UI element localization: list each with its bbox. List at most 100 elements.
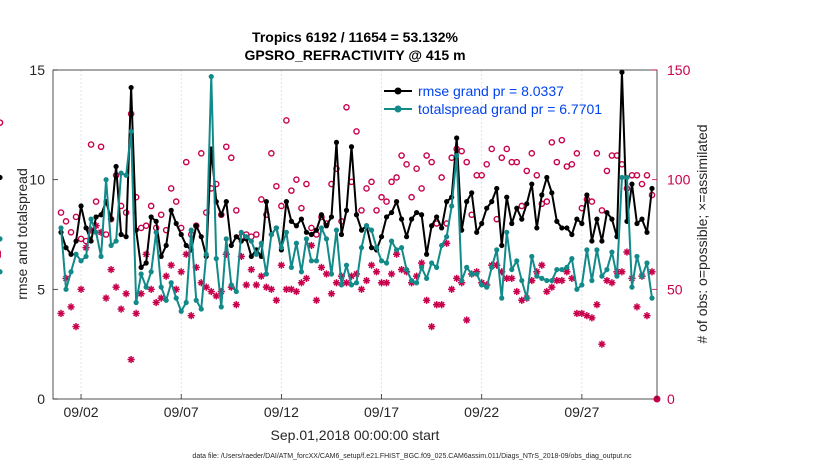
obs-possible-point <box>147 202 155 210</box>
spread-point <box>554 266 560 273</box>
asterisk-stroke <box>588 314 595 321</box>
spread-point <box>358 245 365 251</box>
rmse-point <box>308 231 315 238</box>
obs-possible-point <box>0 119 4 126</box>
rmse-point <box>138 264 144 270</box>
obs-possible-point <box>413 165 420 172</box>
rmse-point <box>83 225 89 231</box>
asterisk-stroke <box>168 262 175 269</box>
asterisk-stroke <box>273 297 280 304</box>
obs-assimilated-point <box>277 261 285 269</box>
asterisk-stroke <box>138 290 145 297</box>
obs-assimilated-point <box>297 279 306 287</box>
rmse-point <box>639 216 645 222</box>
y-right-tick-label: 100 <box>667 172 691 188</box>
footnote: data file: /Users/raeder/DAI/ATM_forcXX/… <box>192 453 632 460</box>
asterisk-stroke <box>358 286 365 293</box>
obs-possible-point <box>253 231 260 238</box>
obs-assimilated-point <box>392 250 401 258</box>
rmse-point <box>338 231 345 238</box>
spread-point <box>544 277 550 284</box>
asterisk-stroke <box>388 270 395 278</box>
spread-point <box>233 288 239 295</box>
obs-possible-point <box>513 158 521 166</box>
asterisk-stroke <box>183 251 190 258</box>
spread-point <box>614 273 620 279</box>
rmse-point <box>173 220 179 227</box>
spread-point <box>68 269 74 275</box>
spread-point <box>559 266 565 273</box>
obs-possible-point <box>258 196 265 203</box>
asterisk-stroke <box>323 270 330 278</box>
spread-point <box>529 253 535 260</box>
obs-assimilated-point <box>67 303 75 311</box>
obs-possible-point <box>483 161 491 168</box>
obs-possible-point <box>458 147 465 155</box>
spread-point <box>118 170 124 176</box>
spread-point <box>609 249 615 255</box>
rmse-point <box>143 260 149 266</box>
asterisk-stroke <box>133 310 140 317</box>
spread-point <box>629 284 635 290</box>
asterisk-stroke <box>618 268 625 275</box>
rmse-point <box>113 163 119 170</box>
spread-point <box>408 277 415 284</box>
spread-point <box>639 273 645 279</box>
spread-point <box>353 280 360 286</box>
spread-point <box>539 275 545 281</box>
asterisk-stroke <box>553 277 560 284</box>
spread-point <box>514 258 520 264</box>
rmse-point <box>424 251 430 257</box>
asterisk-stroke <box>153 299 160 306</box>
obs-assimilated-point <box>187 312 195 320</box>
obs-possible-point <box>533 171 541 179</box>
spread-point <box>183 299 189 306</box>
obs-possible-point <box>633 171 641 179</box>
spread-point <box>0 236 3 242</box>
y-tick-label: 10 <box>29 172 45 188</box>
asterisk-stroke <box>598 341 605 348</box>
spread-point <box>198 306 204 312</box>
rmse-point <box>514 205 520 211</box>
asterisk-stroke <box>213 292 220 299</box>
asterisk-stroke <box>243 281 250 288</box>
obs-assimilated-point <box>633 303 641 311</box>
rmse-point <box>123 234 129 240</box>
asterisk-stroke <box>423 297 430 304</box>
spread-point <box>494 247 500 253</box>
x-tick-label: 09/07 <box>164 404 199 420</box>
spread-point <box>143 284 149 290</box>
rmse-point <box>73 238 79 244</box>
asterisk-stroke <box>633 303 641 310</box>
obs-possible-point <box>197 150 205 157</box>
obs-possible-point <box>398 152 405 159</box>
obs-possible-point <box>593 150 601 157</box>
obs-possible-point <box>363 185 370 192</box>
asterisk-stroke <box>333 279 340 286</box>
obs-assimilated-point <box>247 265 255 274</box>
spread-point <box>479 282 485 288</box>
spread-point <box>619 174 625 181</box>
obs-possible-point <box>528 150 536 157</box>
obs-assimilated-point <box>608 279 616 287</box>
obs-assimilated-point <box>513 287 521 296</box>
spread-point <box>73 251 79 257</box>
asterisk-stroke <box>578 310 585 317</box>
asterisk-stroke <box>438 301 445 308</box>
asterisk-stroke <box>318 264 325 271</box>
rmse-point <box>414 209 420 216</box>
spread-point <box>534 273 540 279</box>
rmse-point <box>183 242 189 249</box>
obs-assimilated-point <box>558 276 566 285</box>
spread-point <box>273 225 279 231</box>
obs-assimilated-point <box>438 301 446 309</box>
spread-point <box>213 256 219 262</box>
spread-point <box>328 271 335 277</box>
rmse-point <box>158 253 164 260</box>
asterisk-stroke <box>538 262 545 269</box>
y-axis-right-label: # of obs: o=possible; ×=assimilated <box>694 124 710 343</box>
rmse-point <box>153 218 159 224</box>
asterisk-stroke <box>453 275 460 282</box>
obs-assimilated-point <box>648 268 656 276</box>
series-layer <box>0 69 661 403</box>
